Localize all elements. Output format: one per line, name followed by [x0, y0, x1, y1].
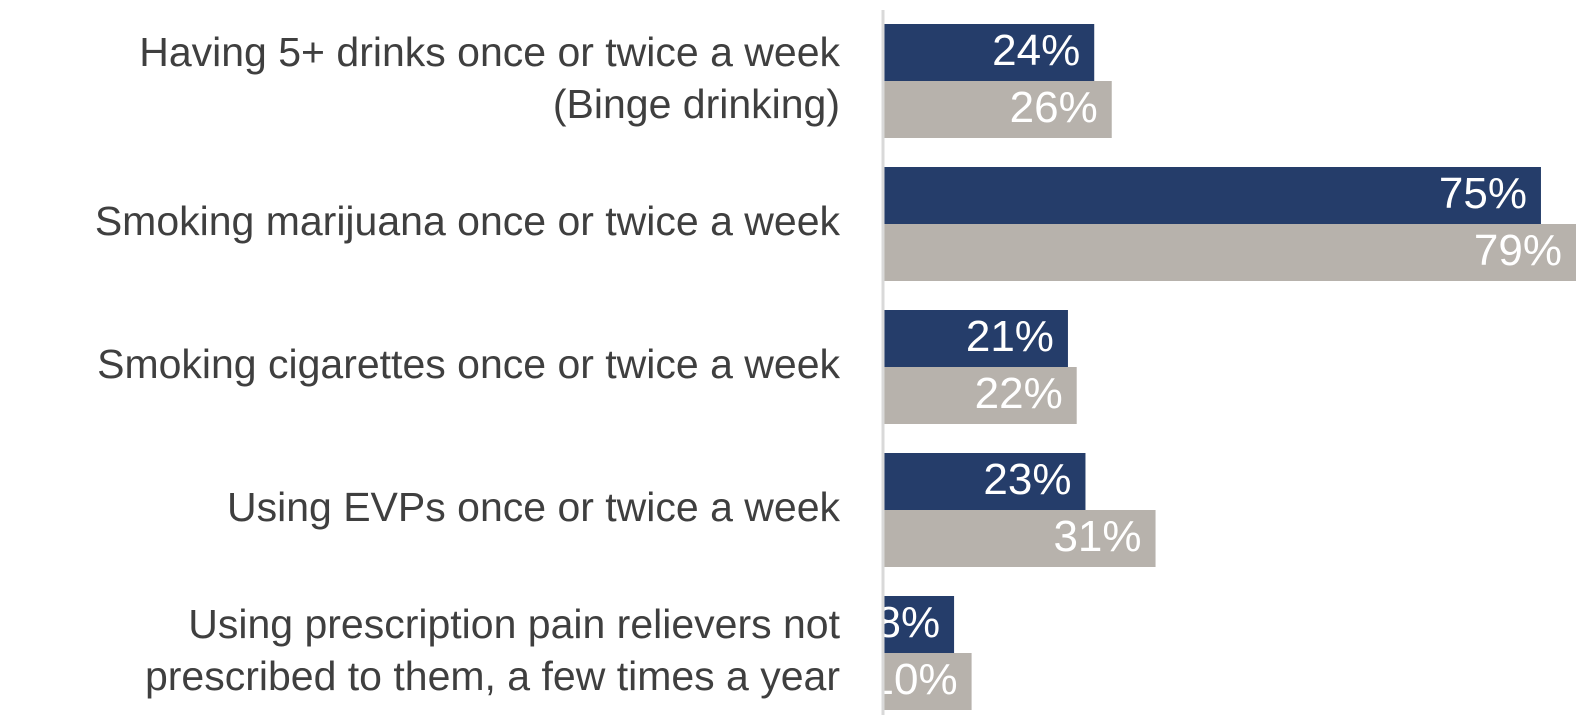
bar-2-series-2 [884, 224, 1576, 281]
bar-4-series-1 [884, 453, 1086, 510]
data-label-3-series-1: 21% [966, 312, 1054, 361]
category-label-5-line-2: prescribed to them, a few times a year [145, 653, 840, 699]
category-label-3-line-1: Smoking cigarettes once or twice a week [97, 341, 840, 387]
bar-1-series-2 [884, 81, 1112, 138]
bar-2-series-1 [884, 167, 1541, 224]
data-label-1-series-2: 26% [1010, 83, 1098, 132]
data-label-4-series-2: 31% [1053, 512, 1141, 561]
bar-3-series-2 [884, 367, 1077, 424]
category-label-1-line-1: Having 5+ drinks once or twice a week [139, 29, 840, 75]
data-label-1-series-1: 24% [992, 26, 1080, 75]
bar-5-series-2 [884, 653, 972, 710]
category-label-1-line-2: (Binge drinking) [553, 81, 840, 127]
data-label-3-series-2: 22% [975, 369, 1063, 418]
data-label-2-series-2: 79% [1474, 226, 1562, 275]
category-label-4-line-1: Using EVPs once or twice a week [227, 484, 840, 530]
data-label-2-series-1: 75% [1439, 169, 1527, 218]
category-label-2-line-1: Smoking marijuana once or twice a week [95, 198, 841, 244]
bars-layer: 24%26%75%79%21%22%23%31%8%10% [870, 24, 1576, 710]
category-label-5-line-1: Using prescription pain relievers not [188, 601, 840, 647]
bar-3-series-1 [884, 310, 1068, 367]
data-label-5-series-1: 8% [876, 598, 940, 647]
category-labels-layer: Having 5+ drinks once or twice a week (Bi… [95, 29, 841, 699]
bar-4-series-2 [884, 510, 1156, 567]
bar-1-series-1 [884, 24, 1095, 81]
bar-5-series-1 [884, 596, 955, 653]
data-label-4-series-1: 23% [983, 455, 1071, 504]
